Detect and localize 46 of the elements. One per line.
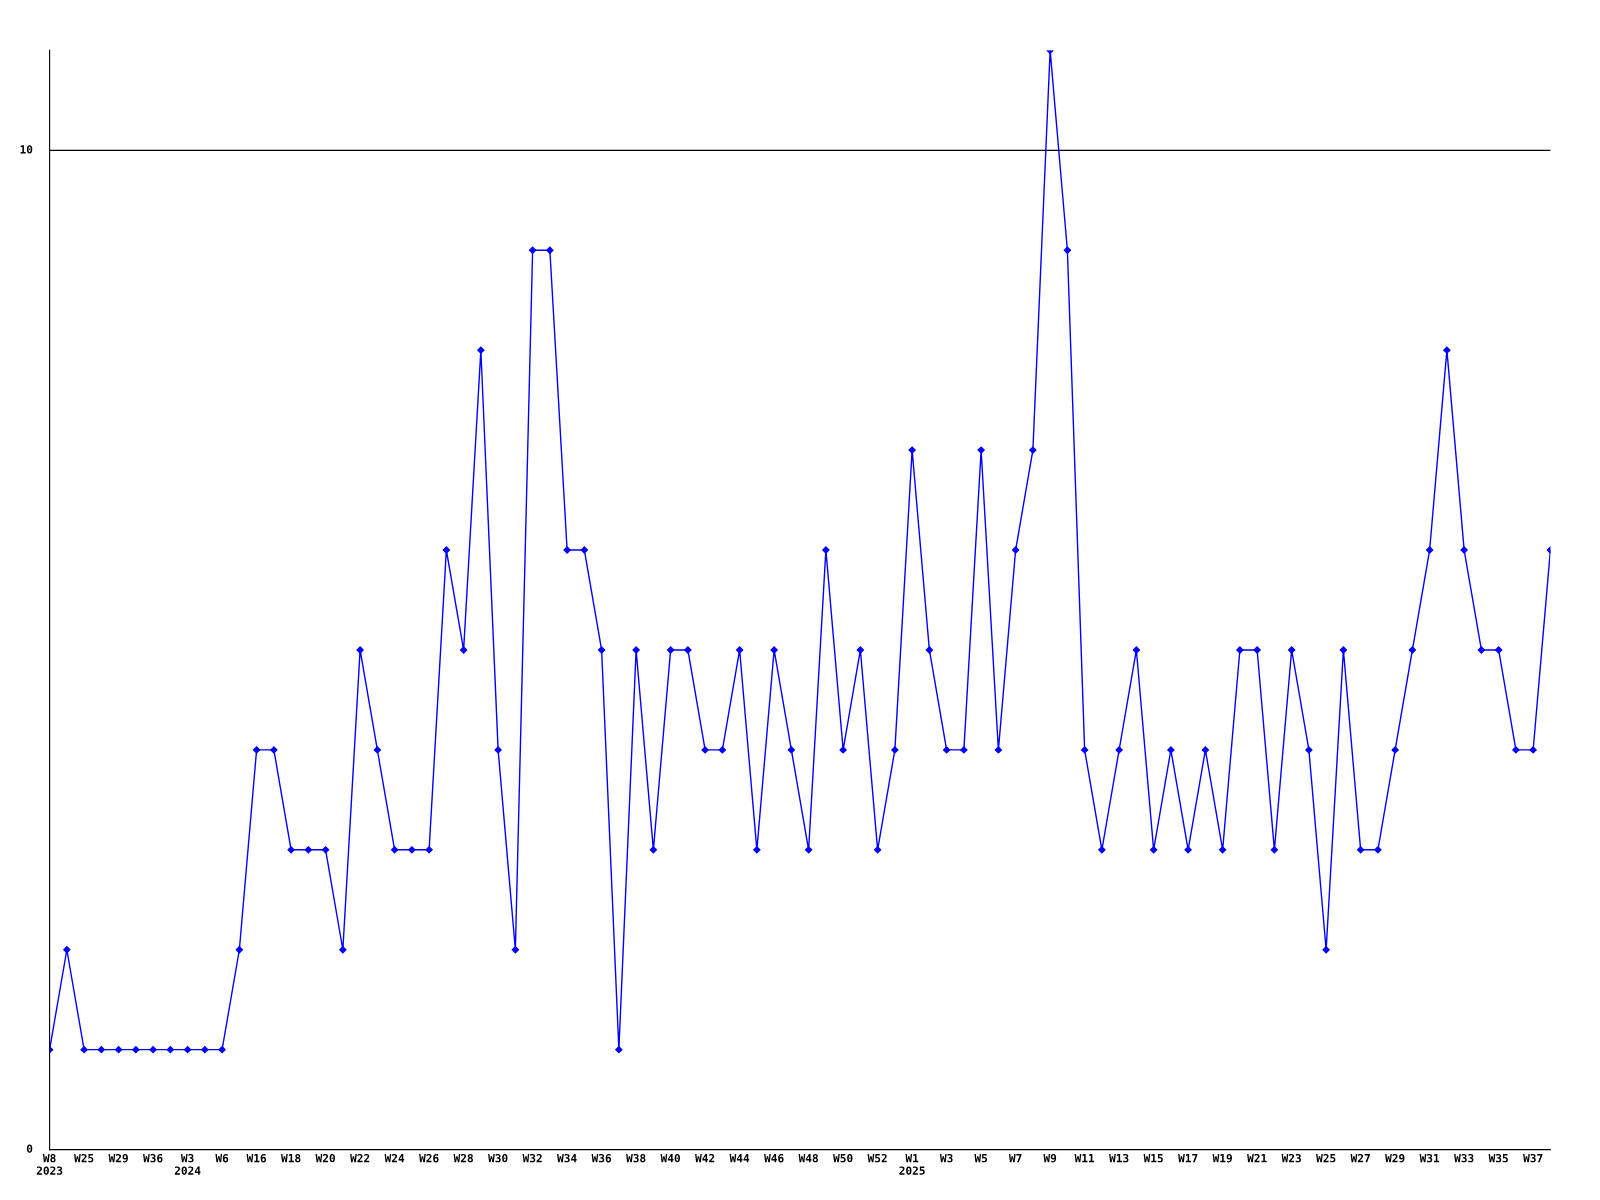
- x-tick-label: W23: [1281, 1153, 1301, 1163]
- x-tick-label: W24: [384, 1153, 405, 1163]
- x-tick-label: W20: [315, 1153, 335, 1163]
- x-tick-label: W28: [453, 1153, 473, 1163]
- x-tick-label: W30: [488, 1153, 508, 1163]
- x-tick-label: W37: [1523, 1153, 1543, 1163]
- x-tick-label: W5: [974, 1154, 988, 1163]
- y-tick-label: 10: [20, 145, 33, 154]
- x-tick-label: W19: [1212, 1154, 1232, 1163]
- x-tick-label: W31: [1419, 1153, 1440, 1163]
- y-tick-label: 0: [26, 1144, 33, 1153]
- x-tick-label: W6: [215, 1153, 229, 1163]
- x-tick-label: W21: [1247, 1153, 1267, 1163]
- x-tick-label: W44: [729, 1154, 750, 1163]
- x-tick-label: W7: [1008, 1154, 1022, 1163]
- x-tick-label: W36: [143, 1153, 163, 1163]
- x-tick-label: W34: [557, 1153, 577, 1163]
- x-tick-label: W36: [591, 1153, 612, 1163]
- x-tick-label: W40: [660, 1153, 680, 1163]
- x-tick-label: W27: [1350, 1153, 1370, 1163]
- x-tick-label: W18: [281, 1153, 301, 1163]
- x-tick-label: W42: [695, 1153, 715, 1163]
- x-tick-label: W8 2023: [36, 1153, 63, 1175]
- x-tick-label: W1 2025: [899, 1154, 925, 1175]
- x-tick-label: W3 2024: [174, 1153, 201, 1175]
- x-tick-label: W17: [1178, 1154, 1198, 1163]
- x-tick-label: W35: [1488, 1153, 1508, 1163]
- x-tick-label: W9: [1043, 1154, 1057, 1163]
- x-tick-label: W50: [833, 1153, 853, 1163]
- x-tick-label: W25: [74, 1153, 94, 1163]
- x-tick-label: W33: [1454, 1153, 1474, 1163]
- x-tick-label: W16: [246, 1153, 267, 1163]
- x-tick-label: W13: [1109, 1153, 1129, 1163]
- x-tick-label: W38: [626, 1153, 646, 1163]
- x-tick-label: W3: [939, 1153, 953, 1163]
- x-tick-label: W46: [764, 1153, 784, 1163]
- x-tick-label: W29: [1385, 1153, 1405, 1163]
- x-tick-label: W25: [1316, 1153, 1336, 1163]
- x-tick-label: W22: [350, 1153, 370, 1163]
- x-tick-label: W48: [798, 1153, 818, 1163]
- x-tick-label: W11: [1074, 1154, 1095, 1163]
- x-tick-label: W32: [522, 1153, 542, 1163]
- x-tick-label: W29: [108, 1153, 128, 1163]
- x-tick-label: W52: [867, 1153, 887, 1163]
- x-tick-label: W15: [1143, 1154, 1163, 1163]
- x-tick-label: W26: [419, 1153, 439, 1163]
